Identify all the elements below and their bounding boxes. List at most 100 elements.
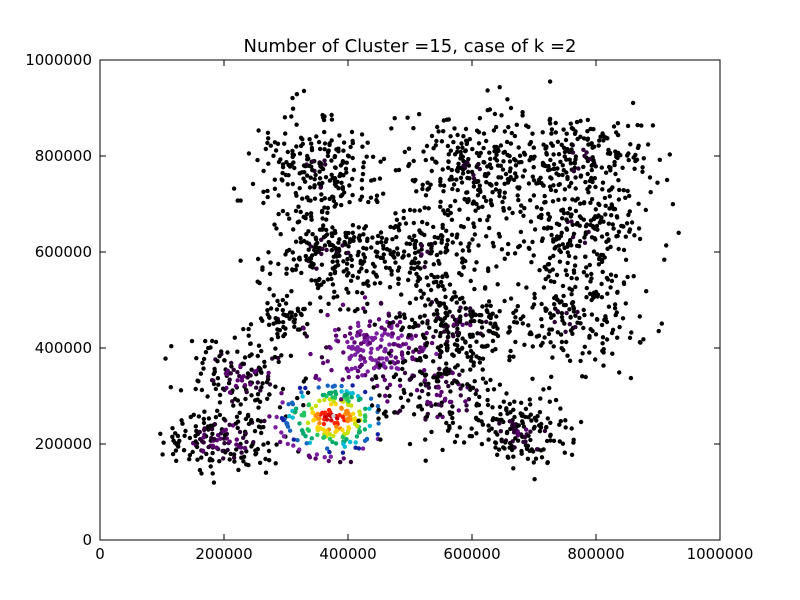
scatter-point bbox=[512, 251, 518, 256]
x-tick-label: 1000000 bbox=[687, 545, 754, 563]
scatter-point bbox=[436, 385, 441, 390]
scatter-point bbox=[620, 165, 625, 170]
scatter-point bbox=[332, 182, 338, 187]
scatter-point bbox=[284, 266, 289, 271]
scatter-point bbox=[333, 202, 339, 207]
scatter-point bbox=[233, 383, 239, 389]
scatter-point bbox=[396, 281, 401, 286]
scatter-point bbox=[374, 193, 380, 198]
scatter-point bbox=[178, 388, 184, 393]
scatter-point bbox=[231, 186, 237, 191]
scatter-point bbox=[350, 223, 356, 228]
scatter-point bbox=[423, 193, 429, 198]
scatter-point bbox=[456, 349, 462, 354]
scatter-point bbox=[542, 335, 547, 340]
scatter-point bbox=[231, 455, 237, 460]
scatter-point bbox=[563, 418, 568, 423]
scatter-point bbox=[419, 348, 424, 354]
scatter-point bbox=[388, 224, 393, 230]
scatter-point bbox=[457, 425, 462, 430]
scatter-point bbox=[319, 251, 324, 257]
scatter-point bbox=[362, 309, 368, 314]
scatter-point bbox=[517, 153, 523, 158]
scatter-point bbox=[429, 340, 435, 346]
scatter-point bbox=[519, 448, 524, 454]
scatter-point bbox=[571, 440, 576, 445]
scatter-point bbox=[425, 399, 430, 405]
scatter-point bbox=[407, 377, 413, 382]
scatter-point bbox=[374, 274, 379, 279]
scatter-point bbox=[350, 192, 355, 198]
scatter-point bbox=[625, 188, 630, 194]
scatter-point bbox=[567, 206, 573, 211]
scatter-point bbox=[306, 229, 311, 234]
scatter-point bbox=[318, 295, 323, 300]
scatter-point bbox=[553, 397, 559, 403]
scatter-point bbox=[324, 227, 329, 233]
scatter-point bbox=[390, 237, 395, 242]
scatter-point bbox=[417, 369, 423, 374]
scatter-point bbox=[340, 185, 345, 190]
scatter-point bbox=[295, 327, 301, 332]
scatter-point bbox=[361, 232, 366, 237]
scatter-point bbox=[593, 357, 598, 362]
scatter-point bbox=[507, 325, 512, 330]
scatter-point bbox=[480, 204, 485, 209]
scatter-point bbox=[460, 368, 465, 373]
scatter-point bbox=[426, 206, 431, 211]
scatter-point bbox=[344, 389, 349, 394]
scatter-point bbox=[245, 414, 251, 419]
scatter-point bbox=[460, 154, 465, 159]
scatter-point bbox=[389, 126, 394, 131]
scatter-point bbox=[313, 251, 318, 256]
scatter-point bbox=[442, 316, 447, 321]
scatter-point bbox=[525, 456, 531, 461]
scatter-point bbox=[330, 242, 335, 248]
y-tick-label: 0 bbox=[82, 531, 92, 549]
scatter-point bbox=[486, 428, 492, 433]
scatter-point bbox=[559, 299, 564, 304]
scatter-point bbox=[418, 266, 423, 271]
scatter-point bbox=[600, 269, 605, 275]
scatter-point bbox=[280, 400, 285, 405]
scatter-point bbox=[298, 143, 304, 149]
scatter-point bbox=[637, 314, 642, 319]
scatter-point bbox=[297, 151, 303, 156]
scatter-point bbox=[382, 259, 387, 264]
scatter-point bbox=[349, 336, 355, 341]
scatter-point bbox=[586, 142, 591, 147]
scatter-point bbox=[456, 161, 461, 166]
scatter-point bbox=[248, 382, 253, 387]
scatter-point bbox=[435, 345, 441, 350]
scatter-point bbox=[295, 395, 300, 401]
scatter-point bbox=[363, 389, 368, 395]
scatter-point bbox=[529, 447, 534, 452]
scatter-point bbox=[355, 307, 360, 312]
scatter-point bbox=[362, 295, 368, 300]
scatter-point bbox=[536, 333, 542, 338]
scatter-point bbox=[425, 249, 430, 254]
scatter-point bbox=[364, 154, 369, 159]
scatter-point bbox=[569, 142, 574, 147]
scatter-point bbox=[583, 232, 588, 237]
scatter-point bbox=[584, 150, 589, 155]
scatter-point bbox=[330, 194, 335, 199]
scatter-point bbox=[497, 421, 502, 426]
scatter-point bbox=[516, 197, 521, 203]
scatter-point bbox=[271, 321, 276, 326]
scatter-point bbox=[460, 345, 465, 351]
scatter-point bbox=[261, 168, 266, 174]
scatter-point bbox=[293, 208, 299, 214]
scatter-point bbox=[530, 376, 535, 381]
scatter-point bbox=[460, 336, 465, 341]
scatter-point bbox=[370, 235, 375, 240]
scatter-point bbox=[424, 414, 430, 419]
scatter-point bbox=[404, 241, 409, 246]
scatter-point bbox=[428, 302, 433, 307]
scatter-point bbox=[569, 426, 574, 431]
scatter-point bbox=[441, 189, 446, 194]
scatter-point bbox=[616, 246, 621, 252]
scatter-point bbox=[465, 354, 470, 359]
scatter-point bbox=[168, 385, 173, 390]
scatter-point bbox=[458, 314, 463, 319]
